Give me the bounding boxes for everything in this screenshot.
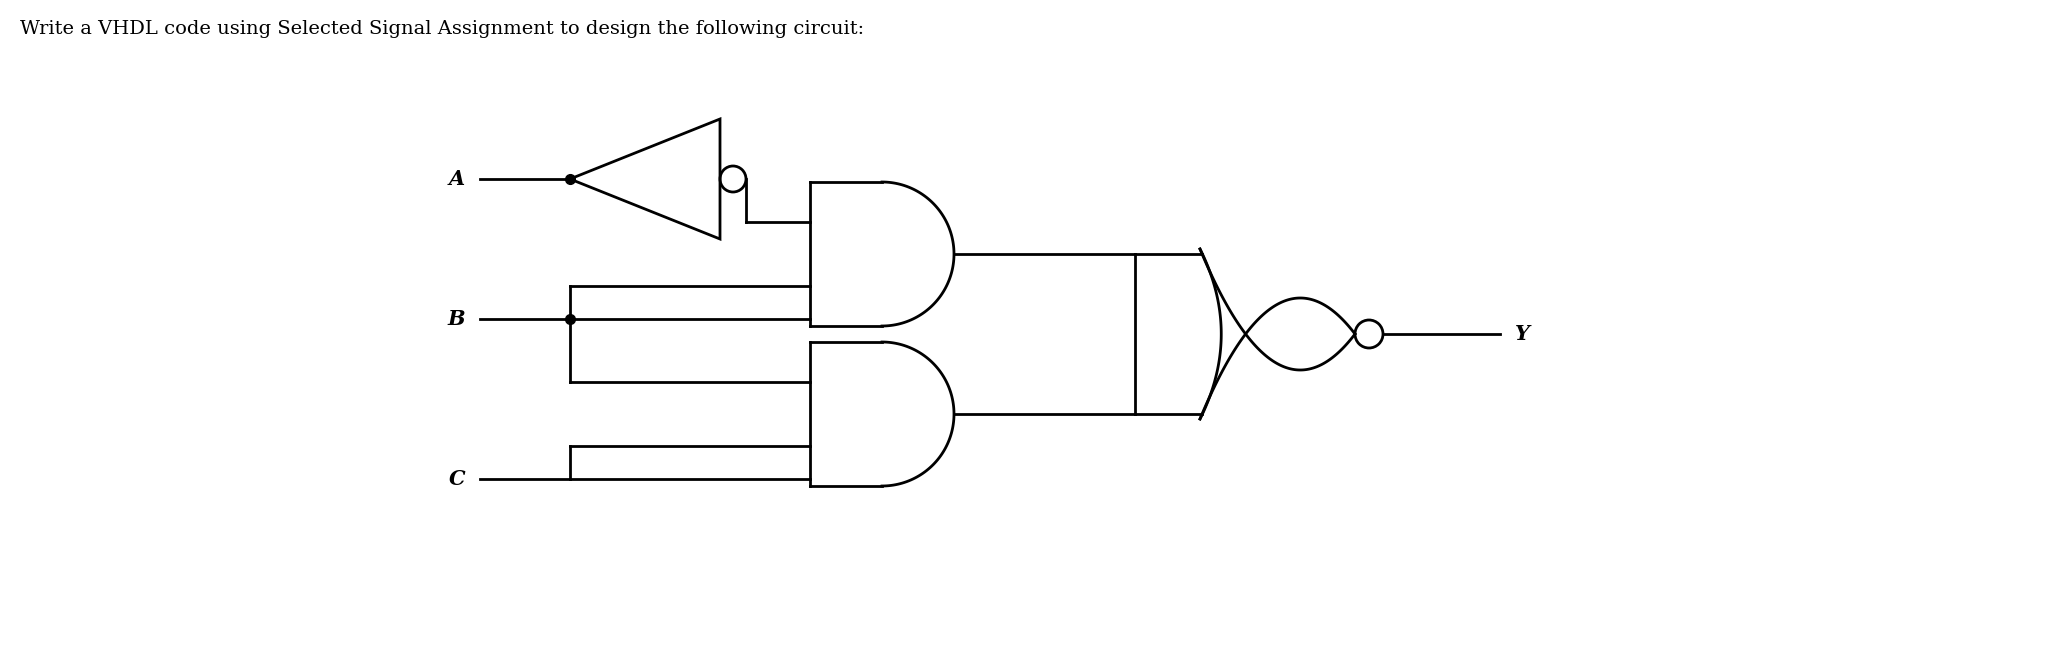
Text: B: B [448,309,464,329]
Text: Y: Y [1514,324,1530,344]
Text: Write a VHDL code using Selected Signal Assignment to design the following circu: Write a VHDL code using Selected Signal … [20,20,865,38]
Text: A: A [448,169,464,189]
Text: C: C [448,469,464,489]
